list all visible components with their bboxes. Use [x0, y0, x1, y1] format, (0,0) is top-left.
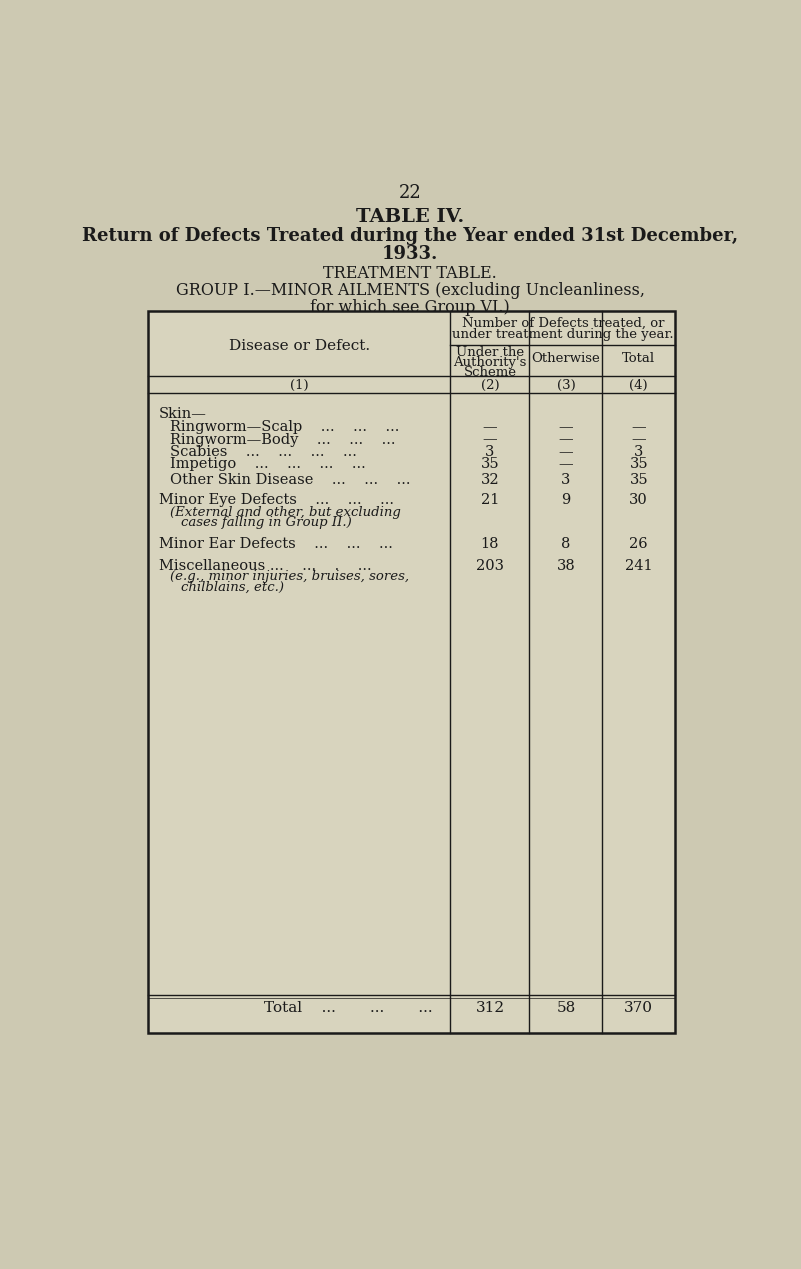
Text: Scheme: Scheme [464, 367, 517, 379]
Text: TREATMENT TABLE.: TREATMENT TABLE. [324, 265, 497, 283]
Text: 241: 241 [625, 558, 653, 572]
Text: Skin—: Skin— [159, 407, 207, 421]
Text: 32: 32 [481, 472, 499, 486]
Text: TABLE IV.: TABLE IV. [356, 208, 465, 226]
Text: for which see Group VI.): for which see Group VI.) [310, 298, 510, 316]
Text: Otherwise: Otherwise [532, 353, 600, 365]
Text: —: — [558, 433, 574, 447]
Text: 26: 26 [630, 537, 648, 551]
Text: 58: 58 [556, 1001, 576, 1015]
Text: —: — [558, 445, 574, 459]
Text: (4): (4) [630, 379, 648, 392]
Text: 3: 3 [562, 472, 570, 486]
Text: 312: 312 [475, 1001, 505, 1015]
Text: 21: 21 [481, 494, 499, 508]
Text: 30: 30 [630, 494, 648, 508]
Text: Other Skin Disease    ...    ...    ...: Other Skin Disease ... ... ... [170, 472, 410, 486]
Text: 203: 203 [476, 558, 504, 572]
Text: Total: Total [622, 353, 655, 365]
Text: —: — [631, 420, 646, 434]
Text: chilblains, etc.): chilblains, etc.) [181, 581, 284, 594]
Text: 3: 3 [485, 445, 495, 459]
Text: 370: 370 [624, 1001, 654, 1015]
Text: Total    ...       ...       ...: Total ... ... ... [264, 1001, 433, 1015]
Text: Authority's: Authority's [453, 357, 526, 369]
Text: (1): (1) [290, 379, 308, 392]
Text: —: — [631, 433, 646, 447]
Text: Under the: Under the [456, 346, 524, 359]
Text: 38: 38 [557, 558, 575, 572]
Text: Minor Eye Defects    ...    ...    ...: Minor Eye Defects ... ... ... [159, 494, 394, 508]
Text: (External and other, but excluding: (External and other, but excluding [170, 506, 400, 519]
Text: 35: 35 [630, 457, 648, 471]
Text: Ringworm—Body    ...    ...    ...: Ringworm—Body ... ... ... [170, 433, 396, 447]
Text: —: — [483, 433, 497, 447]
Text: (e.g., minor injuries, bruises, sores,: (e.g., minor injuries, bruises, sores, [170, 570, 409, 584]
Text: —: — [558, 420, 574, 434]
Text: GROUP I.—MINOR AILMENTS (excluding Uncleanliness,: GROUP I.—MINOR AILMENTS (excluding Uncle… [175, 283, 645, 299]
Text: Ringworm—Scalp    ...    ...    ...: Ringworm—Scalp ... ... ... [170, 420, 399, 434]
Text: Scabies    ...    ...    ...    ...: Scabies ... ... ... ... [170, 445, 356, 459]
Text: Return of Defects Treated during the Year ended 31st December,: Return of Defects Treated during the Yea… [82, 227, 739, 245]
Text: 18: 18 [481, 537, 499, 551]
Text: Number of Defects treated, or: Number of Defects treated, or [461, 317, 664, 330]
Text: 22: 22 [399, 184, 421, 202]
Text: 9: 9 [562, 494, 570, 508]
Text: 1933.: 1933. [382, 245, 438, 263]
Text: 8: 8 [562, 537, 570, 551]
Bar [148, 311, 675, 1033]
Text: Minor Ear Defects    ...    ...    ...: Minor Ear Defects ... ... ... [159, 537, 393, 551]
Text: Miscellaneous ...    ...    .    ...: Miscellaneous ... ... . ... [159, 558, 372, 572]
Text: Impetigo    ...    ...    ...    ...: Impetigo ... ... ... ... [170, 457, 365, 471]
Text: under treatment during the year.: under treatment during the year. [452, 327, 674, 341]
Text: —: — [483, 420, 497, 434]
Text: (3): (3) [557, 379, 575, 392]
Text: cases falling in Group II.): cases falling in Group II.) [181, 516, 352, 529]
Text: (2): (2) [481, 379, 499, 392]
Text: Disease or Defect.: Disease or Defect. [229, 339, 370, 353]
Text: —: — [558, 457, 574, 471]
Text: 3: 3 [634, 445, 643, 459]
Text: 35: 35 [481, 457, 499, 471]
Text: 35: 35 [630, 472, 648, 486]
